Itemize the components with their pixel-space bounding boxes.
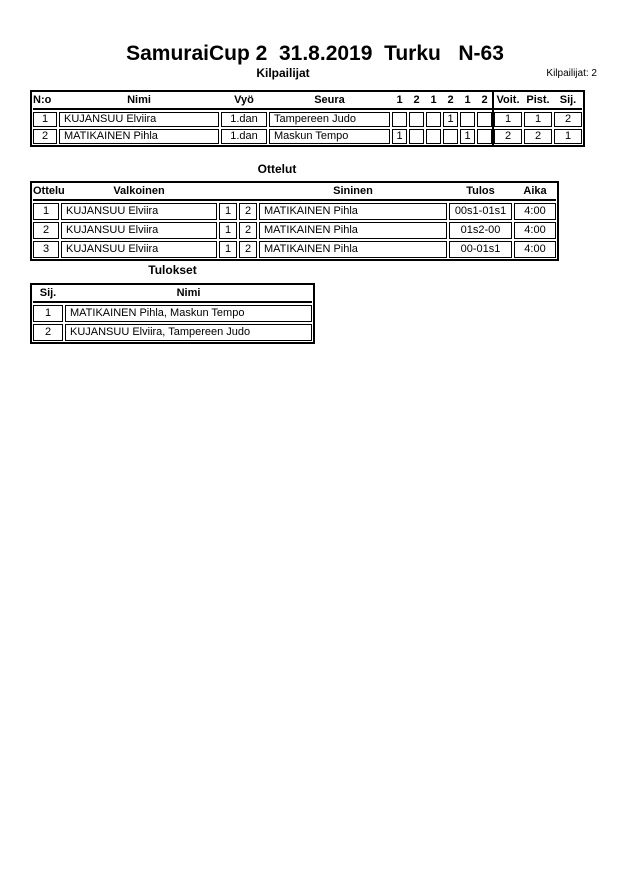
column-header-vyo: Vyö	[234, 94, 254, 106]
cell-points: 1	[524, 112, 552, 127]
cell-white-name: KUJANSUU Elviira	[61, 222, 217, 239]
cell-points: 2	[524, 129, 552, 144]
column-header-blue-no	[239, 184, 257, 198]
kilpailijat-heading: Kilpailijat	[256, 66, 310, 80]
column-header-nimi: Nimi	[176, 287, 201, 299]
cell-mark: 1	[443, 112, 458, 127]
match-row: 2 KUJANSUU Elviira 1 2 MATIKAINEN Pihla …	[33, 222, 556, 239]
column-header-tulos: Tulos	[466, 185, 495, 197]
ottelut-table: Ottelu Valkoinen Sininen Tulos Aika 1 KU…	[30, 181, 559, 261]
cell-place: 2	[33, 324, 63, 341]
cell-name-club: MATIKAINEN Pihla, Maskun Tempo	[65, 305, 312, 322]
competitor-row: 2 MATIKAINEN Pihla 1.dan Maskun Tempo 1 …	[33, 129, 582, 144]
cell-club: Tampereen Judo	[269, 112, 390, 127]
column-header-pist: Pist.	[526, 94, 550, 106]
cell-mark	[392, 112, 407, 127]
ottelut-heading: Ottelut	[257, 162, 297, 176]
cell-mark: 1	[392, 129, 407, 144]
cell-no: 1	[33, 112, 57, 127]
cell-name: KUJANSUU Elviira	[59, 112, 219, 127]
column-header-white-no	[219, 184, 237, 198]
cell-time: 4:00	[514, 222, 556, 239]
cell-blue-no: 2	[239, 222, 257, 239]
cell-place: 2	[554, 112, 582, 127]
cell-name: MATIKAINEN Pihla	[59, 129, 219, 144]
cell-blue-name: MATIKAINEN Pihla	[259, 203, 447, 220]
cell-mark	[477, 112, 492, 127]
match-row: 3 KUJANSUU Elviira 1 2 MATIKAINEN Pihla …	[33, 241, 556, 258]
cell-mark	[409, 112, 424, 127]
cell-time: 4:00	[514, 241, 556, 258]
tulokset-header-row: Sij. Nimi	[33, 286, 312, 303]
tulokset-table: Sij. Nimi 1 MATIKAINEN Pihla, Maskun Tem…	[30, 283, 315, 344]
cell-result: 00-01s1	[449, 241, 512, 258]
cell-wins: 1	[494, 112, 522, 127]
column-header-seura: Seura	[314, 94, 345, 106]
column-header-match: 2	[413, 94, 420, 106]
cell-match-no: 3	[33, 241, 59, 258]
results-group-divider	[492, 92, 494, 145]
page-title: SamuraiCup 2 31.8.2019 Turku N-63	[126, 42, 504, 65]
column-header-sininen: Sininen	[333, 185, 373, 197]
column-header-voit: Voit.	[496, 94, 520, 106]
cell-match-no: 1	[33, 203, 59, 220]
cell-place: 1	[554, 129, 582, 144]
cell-blue-no: 2	[239, 241, 257, 258]
cell-place: 1	[33, 305, 63, 322]
cell-result: 01s2-00	[449, 222, 512, 239]
kilpailijat-table: N:o Nimi Vyö Seura 1 2 1 2 1 2 Voit. Pis…	[30, 90, 585, 147]
column-header-aika: Aika	[523, 185, 547, 197]
column-header-nimi: Nimi	[127, 94, 151, 106]
cell-mark: 1	[460, 129, 475, 144]
column-header-match: 1	[396, 94, 403, 106]
kilpailijat-header-row: N:o Nimi Vyö Seura 1 2 1 2 1 2 Voit. Pis…	[33, 93, 582, 110]
cell-belt: 1.dan	[221, 112, 267, 127]
standing-row: 2 KUJANSUU Elviira, Tampereen Judo	[33, 324, 312, 341]
cell-white-name: KUJANSUU Elviira	[61, 203, 217, 220]
cell-white-no: 1	[219, 203, 237, 220]
cell-mark	[426, 129, 441, 144]
column-header-valkoinen: Valkoinen	[113, 185, 165, 197]
column-header-match: 1	[430, 94, 437, 106]
cell-mark	[409, 129, 424, 144]
cell-belt: 1.dan	[221, 129, 267, 144]
match-row: 1 KUJANSUU Elviira 1 2 MATIKAINEN Pihla …	[33, 203, 556, 220]
standing-row: 1 MATIKAINEN Pihla, Maskun Tempo	[33, 305, 312, 322]
column-header-match: 1	[464, 94, 471, 106]
column-header-ottelu: Ottelu	[33, 185, 65, 197]
tulokset-heading: Tulokset	[148, 263, 197, 277]
cell-time: 4:00	[514, 203, 556, 220]
cell-match-no: 2	[33, 222, 59, 239]
competitor-row: 1 KUJANSUU Elviira 1.dan Tampereen Judo …	[33, 112, 582, 127]
cell-mark	[443, 129, 458, 144]
cell-white-no: 1	[219, 241, 237, 258]
cell-white-name: KUJANSUU Elviira	[61, 241, 217, 258]
cell-mark	[460, 112, 475, 127]
column-header-sij: Sij.	[39, 287, 57, 299]
competitor-count-label: Kilpailijat: 2	[546, 68, 597, 79]
ottelut-header-row: Ottelu Valkoinen Sininen Tulos Aika	[33, 184, 556, 201]
cell-no: 2	[33, 129, 57, 144]
cell-white-no: 1	[219, 222, 237, 239]
cell-mark	[426, 112, 441, 127]
cell-blue-name: MATIKAINEN Pihla	[259, 241, 447, 258]
cell-blue-no: 2	[239, 203, 257, 220]
column-header-sij: Sij.	[559, 94, 577, 106]
cell-result: 00s1-01s1	[449, 203, 512, 220]
cell-wins: 2	[494, 129, 522, 144]
column-header-no: N:o	[33, 94, 52, 106]
cell-blue-name: MATIKAINEN Pihla	[259, 222, 447, 239]
column-header-match: 2	[481, 94, 488, 106]
column-header-match: 2	[447, 94, 454, 106]
cell-name-club: KUJANSUU Elviira, Tampereen Judo	[65, 324, 312, 341]
cell-mark	[477, 129, 492, 144]
cell-club: Maskun Tempo	[269, 129, 390, 144]
